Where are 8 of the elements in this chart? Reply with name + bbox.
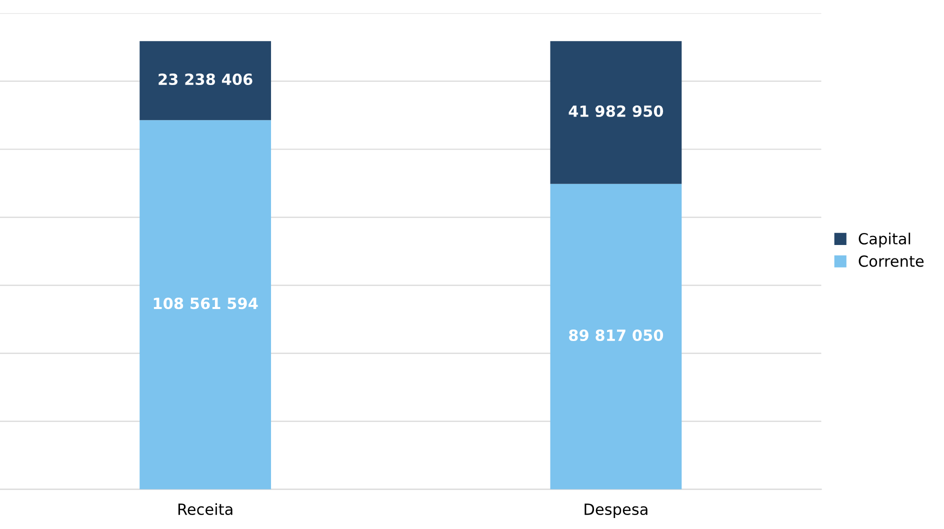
- data-label: 108 561 594: [154, 298, 258, 310]
- x-tick-label: Despesa: [584, 504, 648, 518]
- data-label: 41 982 950: [568, 105, 664, 117]
- legend-label: Capital: [858, 232, 910, 248]
- data-label: 23 238 406: [158, 74, 252, 86]
- data-label: 89 817 050: [569, 329, 664, 342]
- legend-label: Corrente: [858, 255, 924, 267]
- x-tick-label: Receita: [178, 503, 232, 516]
